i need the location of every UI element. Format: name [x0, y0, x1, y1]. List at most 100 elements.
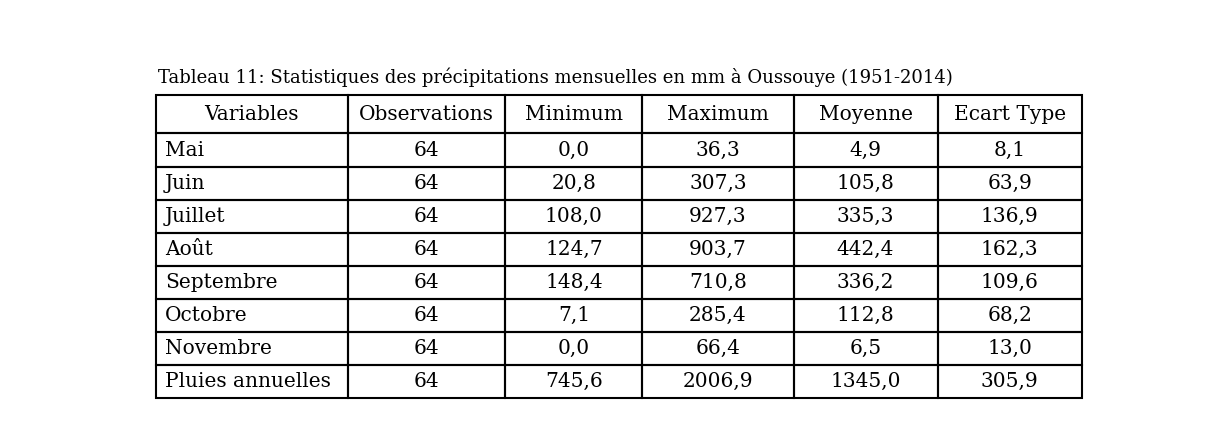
Bar	[793, 134, 938, 167]
Text: 745,6: 745,6	[544, 372, 602, 391]
Bar	[938, 95, 1081, 134]
Bar	[348, 167, 506, 199]
Text: 2006,9: 2006,9	[683, 372, 753, 391]
Bar	[938, 232, 1081, 266]
Bar	[793, 365, 938, 398]
Bar	[156, 266, 348, 299]
Bar	[642, 299, 793, 332]
Bar	[506, 299, 642, 332]
Bar	[348, 365, 506, 398]
Text: Ecart Type: Ecart Type	[954, 105, 1066, 124]
Text: Observations: Observations	[360, 105, 494, 124]
Text: 64: 64	[414, 372, 439, 391]
Bar	[156, 232, 348, 266]
Bar	[793, 199, 938, 232]
Text: 307,3: 307,3	[689, 173, 747, 193]
Text: 36,3: 36,3	[695, 140, 740, 160]
Bar	[642, 266, 793, 299]
Bar	[348, 134, 506, 167]
Text: 442,4: 442,4	[836, 240, 894, 259]
Bar	[156, 95, 348, 134]
Text: Novembre: Novembre	[165, 339, 272, 358]
Bar	[793, 232, 938, 266]
Bar	[938, 266, 1081, 299]
Bar	[506, 199, 642, 232]
Text: 6,5: 6,5	[850, 339, 881, 358]
Bar	[642, 95, 793, 134]
Text: 136,9: 136,9	[981, 207, 1038, 226]
Bar	[506, 167, 642, 199]
Bar	[793, 266, 938, 299]
Bar	[156, 167, 348, 199]
Text: Tableau 11: Statistiques des précipitations mensuelles en mm à Oussouye (1951-20: Tableau 11: Statistiques des précipitati…	[158, 67, 954, 87]
Text: Juin: Juin	[165, 173, 205, 193]
Bar	[506, 232, 642, 266]
Bar	[506, 332, 642, 365]
Text: Mai: Mai	[165, 140, 204, 160]
Text: 66,4: 66,4	[695, 339, 740, 358]
Bar	[938, 199, 1081, 232]
Text: 305,9: 305,9	[981, 372, 1038, 391]
Text: 7,1: 7,1	[558, 306, 590, 325]
Text: 64: 64	[414, 207, 439, 226]
Text: 903,7: 903,7	[689, 240, 747, 259]
Bar	[348, 299, 506, 332]
Text: 20,8: 20,8	[552, 173, 596, 193]
Text: 148,4: 148,4	[546, 273, 602, 292]
Text: 108,0: 108,0	[544, 207, 602, 226]
Bar	[156, 365, 348, 398]
Text: 105,8: 105,8	[836, 173, 894, 193]
Bar	[506, 134, 642, 167]
Text: 109,6: 109,6	[980, 273, 1038, 292]
Text: 124,7: 124,7	[546, 240, 602, 259]
Text: 4,9: 4,9	[850, 140, 881, 160]
Text: 285,4: 285,4	[689, 306, 747, 325]
Text: 64: 64	[414, 339, 439, 358]
Text: Pluies annuelles: Pluies annuelles	[165, 372, 331, 391]
Bar	[793, 299, 938, 332]
Bar	[938, 365, 1081, 398]
Text: 112,8: 112,8	[836, 306, 894, 325]
Text: 162,3: 162,3	[981, 240, 1038, 259]
Text: Variables: Variables	[204, 105, 299, 124]
Bar	[642, 332, 793, 365]
Text: 13,0: 13,0	[987, 339, 1032, 358]
Text: Août: Août	[165, 240, 212, 259]
Bar	[348, 266, 506, 299]
Bar	[348, 332, 506, 365]
Bar	[348, 95, 506, 134]
Text: 64: 64	[414, 173, 439, 193]
Bar	[642, 365, 793, 398]
Text: 1345,0: 1345,0	[830, 372, 900, 391]
Bar	[506, 266, 642, 299]
Bar	[348, 199, 506, 232]
Bar	[156, 199, 348, 232]
Text: Juillet: Juillet	[165, 207, 226, 226]
Bar	[793, 95, 938, 134]
Text: 0,0: 0,0	[558, 339, 590, 358]
Bar	[793, 167, 938, 199]
Bar	[938, 134, 1081, 167]
Bar	[156, 299, 348, 332]
Text: 64: 64	[414, 240, 439, 259]
Bar	[156, 332, 348, 365]
Text: 336,2: 336,2	[836, 273, 894, 292]
Bar	[938, 299, 1081, 332]
Text: Maximum: Maximum	[667, 105, 769, 124]
Text: 64: 64	[414, 306, 439, 325]
Bar	[156, 134, 348, 167]
Text: Septembre: Septembre	[165, 273, 278, 292]
Text: 710,8: 710,8	[689, 273, 747, 292]
Bar	[938, 167, 1081, 199]
Text: 927,3: 927,3	[689, 207, 747, 226]
Text: Moyenne: Moyenne	[818, 105, 912, 124]
Bar	[938, 332, 1081, 365]
Text: 0,0: 0,0	[558, 140, 590, 160]
Bar	[793, 332, 938, 365]
Text: Octobre: Octobre	[165, 306, 247, 325]
Bar	[348, 232, 506, 266]
Bar	[642, 199, 793, 232]
Bar	[642, 167, 793, 199]
Bar	[506, 95, 642, 134]
Bar	[642, 134, 793, 167]
